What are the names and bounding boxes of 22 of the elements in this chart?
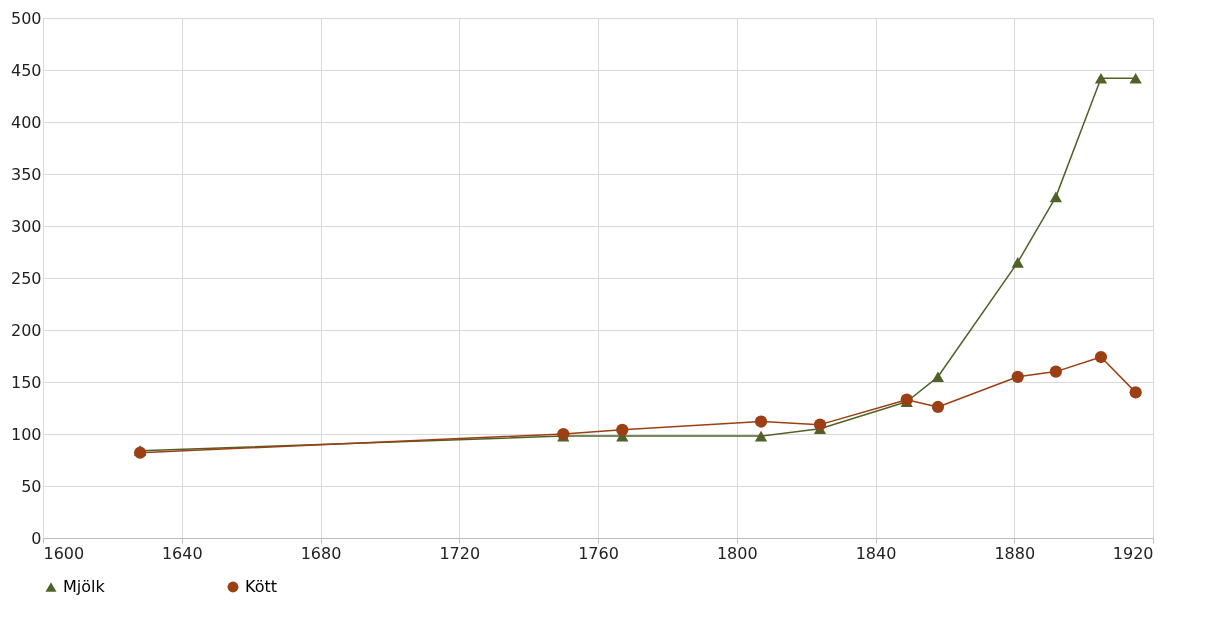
- y-tick-label: 450: [10, 60, 42, 80]
- x-tick-label: 1680: [300, 543, 342, 563]
- y-tick-label: 350: [10, 164, 42, 184]
- y-tick-label: 300: [10, 216, 42, 236]
- legend-label: Mjölk: [63, 577, 106, 596]
- x-tick-label: 1720: [439, 543, 481, 563]
- x-tick-label: 1640: [161, 543, 203, 563]
- y-tick-label: 150: [10, 372, 42, 392]
- y-tick-label: 50: [21, 476, 42, 496]
- x-tick-label: 1880: [994, 543, 1036, 563]
- y-tick-label: 250: [10, 268, 42, 288]
- x-tick-label: 1840: [855, 543, 897, 563]
- y-tick-label: 0: [31, 528, 42, 548]
- x-tick-label: 1760: [578, 543, 619, 563]
- x-tick-label: 1920: [1112, 543, 1154, 563]
- x-tick-label: 1600: [43, 543, 85, 563]
- x-tick-label: 1800: [716, 543, 758, 563]
- y-tick-label: 400: [10, 112, 42, 132]
- y-tick-label: 100: [10, 424, 42, 444]
- legend-label: Kött: [245, 577, 278, 596]
- y-tick-label: 200: [10, 320, 42, 340]
- y-tick-label: 500: [10, 8, 42, 28]
